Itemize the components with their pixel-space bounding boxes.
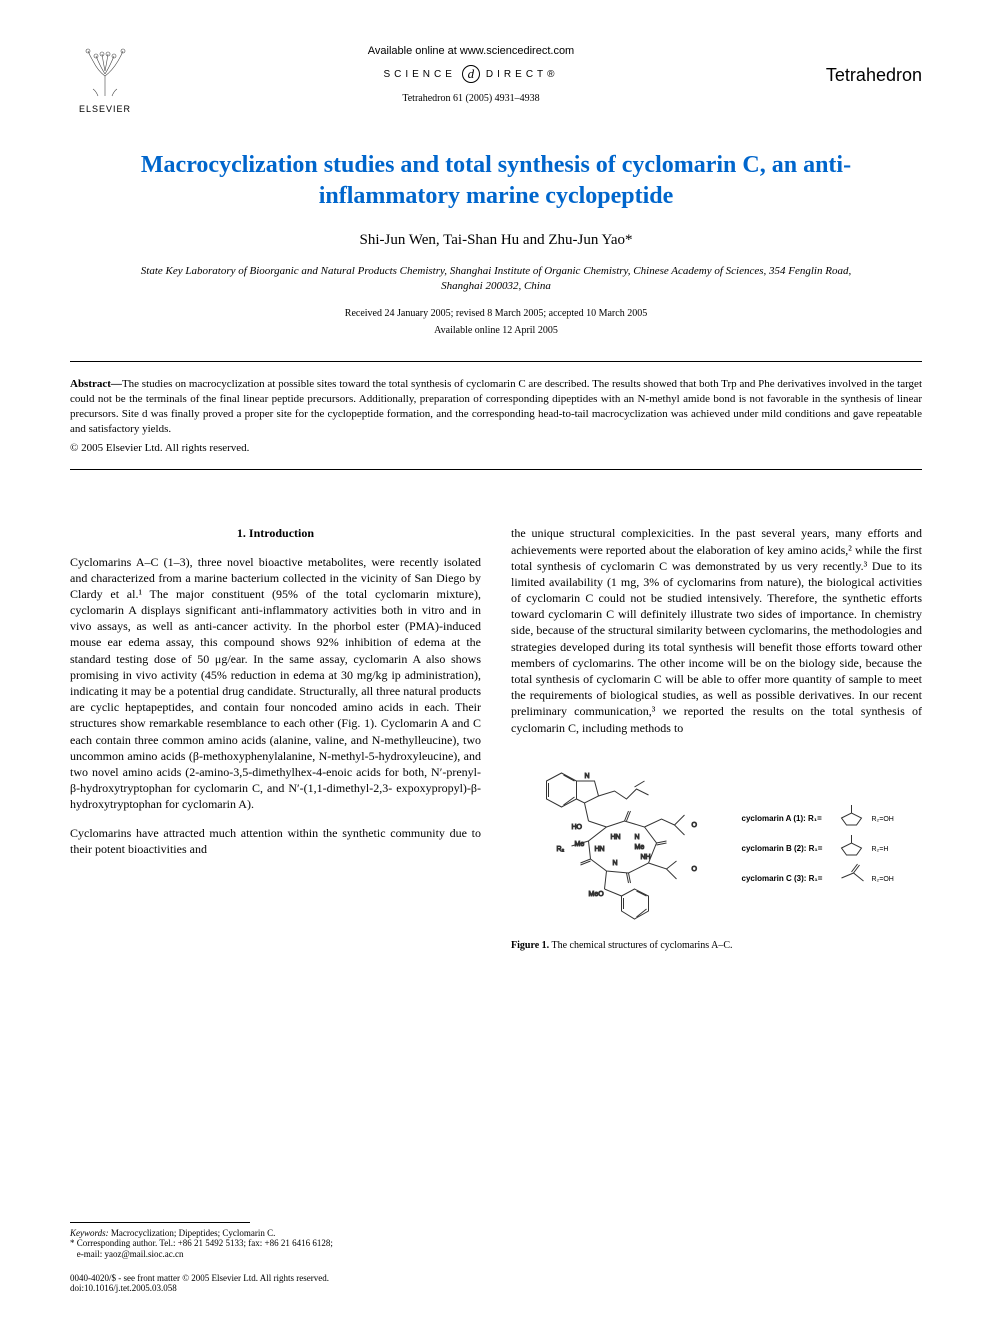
intro-para-3: the unique structural complexicities. In… [511, 525, 922, 735]
fig1-label-cycB-r2: R₂=H [872, 846, 889, 853]
intro-para-2: Cyclomarins have attracted much attentio… [70, 825, 481, 857]
abstract-copyright: © 2005 Elsevier Ltd. All rights reserved… [70, 442, 922, 454]
svg-text:HN: HN [595, 846, 605, 853]
corresponding-text: * Corresponding author. Tel.: +86 21 549… [70, 1238, 333, 1248]
corresponding-author: * Corresponding author. Tel.: +86 21 549… [70, 1238, 922, 1261]
header-center: Available online at www.sciencedirect.co… [140, 40, 802, 104]
svg-text:R₂: R₂ [557, 846, 565, 853]
keywords-line: Keywords: Macrocyclization; Dipeptides; … [70, 1228, 922, 1238]
svg-text:N: N [585, 773, 590, 780]
authors: Shi-Jun Wen, Tai-Shan Hu and Zhu-Jun Yao… [70, 232, 922, 249]
doi: doi:10.1016/j.tet.2005.03.058 [70, 1283, 177, 1293]
affiliation: State Key Laboratory of Bioorganic and N… [120, 264, 872, 293]
section-1-heading: 1. Introduction [70, 525, 481, 541]
svg-text:Me: Me [635, 844, 645, 851]
left-column: 1. Introduction Cyclomarins A–C (1–3), t… [70, 525, 481, 952]
svg-text:O: O [692, 866, 698, 873]
article-title: Macrocyclization studies and total synth… [110, 150, 882, 212]
svg-text:N: N [613, 860, 618, 867]
sd-right: DIRECT® [486, 69, 559, 80]
front-matter: 0040-4020/$ - see front matter © 2005 El… [70, 1273, 329, 1283]
right-column: the unique structural complexicities. In… [511, 525, 922, 952]
sd-left: SCIENCE [383, 69, 455, 80]
svg-text:NH: NH [641, 854, 651, 861]
fig1-label-cycB: cyclomarin B (2): R₁= [742, 844, 823, 853]
header-row: ELSEVIER Available online at www.science… [70, 40, 922, 120]
elsevier-name: ELSEVIER [79, 104, 131, 114]
footer-bottom: 0040-4020/$ - see front matter © 2005 El… [70, 1273, 922, 1293]
divider-bottom [70, 469, 922, 470]
divider-top [70, 361, 922, 362]
footer: Keywords: Macrocyclization; Dipeptides; … [70, 1222, 922, 1293]
sd-symbol-icon: d [462, 65, 480, 83]
footer-divider [70, 1222, 250, 1223]
keywords-text: Macrocyclization; Dipeptides; Cyclomarin… [109, 1228, 276, 1238]
svg-text:HO: HO [572, 824, 583, 831]
figure-1-caption-label: Figure 1. [511, 940, 549, 951]
figure-1: N HO [511, 751, 922, 953]
available-online-text: Available online at www.sciencedirect.co… [140, 45, 802, 57]
fig1-label-cycC-r2: R₂=OH [872, 876, 894, 883]
abstract-text: The studies on macrocyclization at possi… [70, 378, 922, 435]
abstract: Abstract—The studies on macrocyclization… [70, 377, 922, 436]
journal-name: Tetrahedron [802, 40, 922, 86]
fig1-label-cycA-r2: R₂=OH [872, 816, 894, 823]
abstract-label: Abstract— [70, 378, 122, 390]
elsevier-tree-icon [78, 46, 133, 101]
citation-text: Tetrahedron 61 (2005) 4931–4938 [140, 93, 802, 104]
email-value[interactable]: yaoz@mail.sioc.ac.cn [105, 1249, 184, 1259]
fig1-label-cycA: cyclomarin A (1): R₁= [742, 814, 823, 823]
svg-text:MeO: MeO [589, 891, 605, 898]
email-label: e-mail: [77, 1249, 105, 1259]
figure-1-caption-text: The chemical structures of cyclomarins A… [549, 940, 732, 951]
elsevier-logo: ELSEVIER [70, 40, 140, 120]
science-direct-logo: SCIENCE d DIRECT® [140, 65, 802, 83]
intro-para-1: Cyclomarins A–C (1–3), three novel bioac… [70, 554, 481, 813]
body-columns: 1. Introduction Cyclomarins A–C (1–3), t… [70, 525, 922, 952]
svg-text:O: O [692, 822, 698, 829]
keywords-label: Keywords: [70, 1228, 109, 1238]
fig1-label-cycC: cyclomarin C (3): R₁= [742, 874, 823, 883]
figure-1-structure: N HO [511, 751, 922, 931]
figure-1-caption: Figure 1. The chemical structures of cyc… [511, 939, 922, 953]
received-dates: Received 24 January 2005; revised 8 Marc… [70, 308, 922, 319]
svg-text:HN: HN [611, 834, 621, 841]
svg-text:N: N [635, 834, 640, 841]
available-date: Available online 12 April 2005 [70, 325, 922, 336]
